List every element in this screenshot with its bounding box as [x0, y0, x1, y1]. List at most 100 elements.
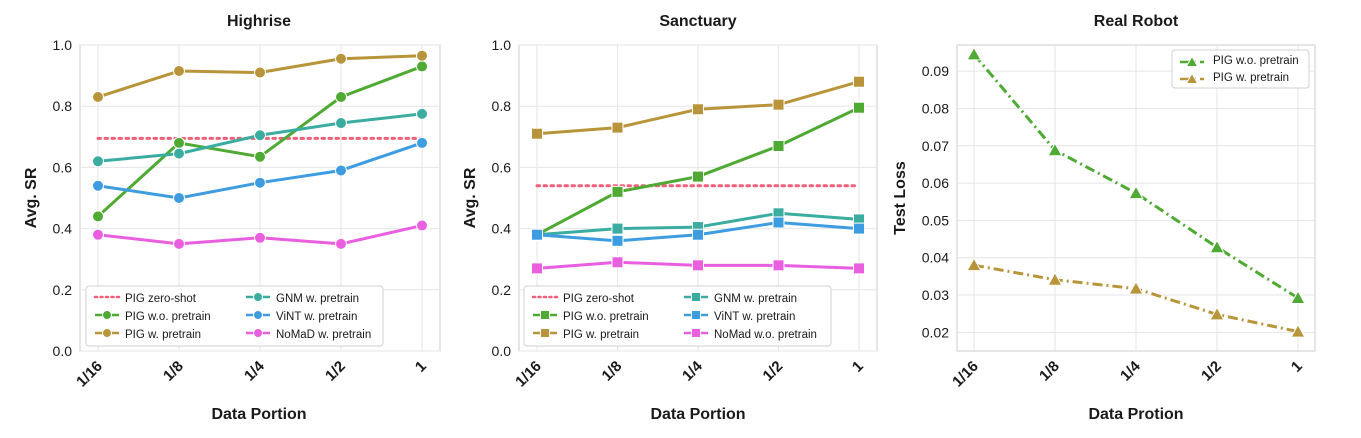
data-point-marker: [92, 155, 104, 168]
legend-label: NoMad w.o. pretrain: [714, 329, 817, 341]
legend-label: PIG w. pretrain: [125, 329, 201, 341]
data-point-marker: [692, 103, 704, 116]
data-point-marker: [92, 91, 104, 104]
y-axis-ticks: 0.02 0.03 0.04 0.05 0.06 0.07 0.08 0.09: [922, 63, 949, 340]
data-point-marker: [691, 310, 701, 320]
y-tick-label: 0.8: [53, 98, 73, 114]
data-point-marker: [611, 222, 624, 235]
x-axis-label: Data Protion: [1088, 406, 1183, 423]
y-tick-label: 0.08: [922, 100, 949, 116]
y-tick-label: 0.0: [53, 343, 73, 359]
y-axis-label: Test Loss: [892, 161, 909, 235]
legend-label: PIG w. pretrain: [563, 329, 639, 341]
data-point-marker: [173, 147, 185, 160]
x-tick-label: 1/4: [241, 357, 268, 384]
legend-handle: [1180, 72, 1204, 84]
y-tick-label: 0.2: [492, 282, 512, 298]
legend: PIG zero-shot PIG w.o. pretrain PIG w. p…: [523, 285, 832, 347]
data-point-marker: [966, 257, 982, 272]
chart-title: Real Robot: [1094, 13, 1179, 30]
data-point-marker: [611, 121, 624, 134]
data-point-marker: [335, 91, 347, 104]
x-axis-ticks: 1/16 1/8 1/4 1/2 1: [73, 357, 430, 390]
data-point-marker: [531, 262, 543, 275]
legend-handle: [246, 292, 270, 302]
y-tick-label: 0.02: [922, 324, 949, 340]
legend-handle: [95, 328, 119, 338]
y-tick-label: 0.03: [922, 287, 949, 303]
x-tick-label: 1/8: [160, 358, 187, 385]
data-point-marker: [102, 310, 112, 320]
data-point-marker: [853, 262, 865, 275]
data-point-marker: [772, 216, 785, 229]
data-point-marker: [92, 179, 104, 192]
x-tick-label: 1/2: [1198, 358, 1225, 385]
data-point-marker: [416, 107, 428, 120]
data-point-marker: [102, 328, 112, 338]
x-tick-label: 1: [1288, 358, 1306, 376]
legend-handle: [246, 310, 270, 320]
legend-label: GNM w. pretrain: [276, 293, 359, 305]
data-point-marker: [853, 101, 865, 114]
chart-sanctuary: Sanctuary 0.0 0.2 0.4 0.6 0.8 1.0 1/16 1…: [462, 13, 878, 423]
x-axis-label: Data Portion: [211, 406, 306, 423]
data-point-marker: [611, 234, 624, 247]
series: [531, 75, 865, 275]
data-point-marker: [772, 139, 785, 152]
data-point-marker: [1209, 306, 1225, 321]
legend-label: ViNT w. pretrain: [276, 311, 357, 323]
data-point-marker: [1290, 290, 1306, 305]
series-gnm-w-pretrain: [92, 107, 428, 168]
data-point-marker: [1128, 185, 1144, 200]
x-tick-label: 1/2: [322, 358, 349, 385]
chart-real-robot: Real Robot 0.02 0.03 0.04 0.05 0.06 0.07…: [892, 13, 1316, 423]
legend-label: GNM w. pretrain: [714, 293, 797, 305]
x-tick-label: 1/8: [599, 358, 626, 385]
data-point-marker: [1185, 55, 1199, 67]
x-tick-label: 1/8: [1036, 358, 1063, 385]
y-tick-label: 0.09: [922, 63, 949, 79]
series-pig-w-pretrain: [92, 49, 428, 104]
data-point-marker: [772, 98, 785, 111]
y-tick-label: 0.4: [492, 221, 512, 237]
data-point-marker: [173, 136, 185, 149]
x-axis-ticks: 1/16 1/8 1/4 1/2 1: [949, 357, 1306, 390]
legend-label: PIG w.o. pretrain: [125, 311, 211, 323]
x-tick-label: 1/4: [1117, 357, 1144, 384]
legend: PIG w.o. pretrain PIG w. pretrain: [1171, 49, 1310, 89]
legend-label: PIG zero-shot: [563, 293, 635, 305]
data-point-marker: [416, 49, 428, 62]
data-point-marker: [173, 65, 185, 78]
legend-label: PIG w.o. pretrain: [563, 311, 649, 323]
y-tick-label: 0.2: [53, 282, 73, 298]
data-point-marker: [1128, 280, 1144, 295]
y-tick-label: 0.0: [492, 343, 512, 359]
y-tick-label: 0.6: [492, 159, 512, 175]
x-tick-label: 1/2: [760, 358, 787, 385]
y-tick-label: 1.0: [492, 37, 512, 53]
x-tick-label: 1: [849, 358, 867, 376]
x-tick-label: 1/16: [73, 358, 106, 391]
data-point-marker: [416, 219, 428, 232]
legend-label: ViNT w. pretrain: [714, 311, 795, 323]
y-axis-ticks: 0.0 0.2 0.4 0.6 0.8 1.0: [492, 37, 512, 359]
legend-label: PIG w. pretrain: [1213, 72, 1289, 84]
data-point-marker: [335, 117, 347, 130]
data-point-marker: [416, 60, 428, 73]
legend-label: NoMaD w. pretrain: [276, 329, 371, 341]
series-line: [972, 53, 1299, 300]
legend-label: PIG w.o. pretrain: [1213, 55, 1299, 67]
x-tick-label: 1/16: [949, 358, 982, 391]
series: [966, 46, 1306, 338]
data-point-marker: [254, 176, 266, 189]
y-tick-label: 0.04: [922, 250, 949, 266]
y-tick-label: 1.0: [53, 37, 73, 53]
y-tick-label: 0.4: [53, 221, 73, 237]
legend-handle: [246, 328, 270, 338]
chart-title: Sanctuary: [659, 13, 736, 30]
legend-handle: [1180, 55, 1204, 67]
data-point-marker: [335, 52, 347, 65]
series-pig-w-pretrain: [531, 75, 865, 140]
legend-label: PIG zero-shot: [125, 293, 197, 305]
